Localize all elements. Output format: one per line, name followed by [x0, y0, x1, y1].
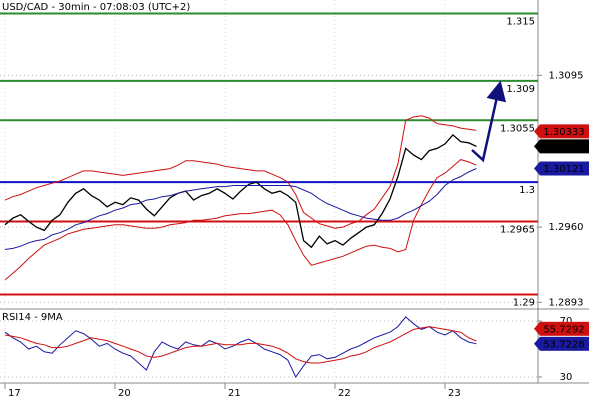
level-label: 1.315	[506, 16, 535, 27]
x-tick-label: 21	[228, 388, 241, 399]
y-tick-label: 1.2893	[549, 297, 584, 308]
level-label: 1.3055	[500, 123, 535, 134]
rsi-title: RSI14 - 9MA	[2, 312, 63, 323]
series-line	[4, 326, 477, 364]
value-tag	[540, 139, 589, 154]
value-tag-label: 55.7292	[543, 324, 584, 335]
value-tag	[540, 321, 589, 336]
y-tick-label: 1.2960	[549, 222, 584, 233]
tag-pointer	[534, 124, 540, 139]
series-line	[4, 133, 477, 249]
y-tick-label: 70	[560, 316, 573, 327]
tag-pointer	[534, 321, 540, 336]
tag-pointer	[534, 139, 540, 154]
series-line	[4, 115, 477, 229]
value-tag	[540, 161, 589, 176]
tag-pointer	[534, 336, 540, 351]
level-label: 1.3	[519, 185, 535, 196]
x-tick-label: 20	[118, 388, 131, 399]
value-tag-label: 1.30121	[543, 164, 584, 175]
x-tick-label: 22	[338, 388, 351, 399]
value-tag-label: 53.7228	[543, 339, 584, 350]
level-label: 1.309	[506, 84, 535, 95]
series-line	[4, 316, 477, 378]
x-tick-label: 17	[8, 388, 21, 399]
value-tag-label: 1.30318	[543, 142, 584, 153]
value-tag	[540, 336, 589, 351]
forecast-arrow	[471, 80, 507, 163]
tag-pointer	[534, 161, 540, 176]
y-tick-label: 30	[560, 372, 573, 383]
series-line	[4, 159, 477, 281]
x-tick-label: 23	[448, 388, 461, 399]
value-tag-label: 1.30333	[543, 127, 584, 138]
chart-title: USD/CAD - 30min - 07:08:03 (UTC+2)	[2, 2, 190, 13]
y-tick-label: 1.3095	[549, 70, 584, 81]
series-line	[4, 168, 477, 250]
level-label: 1.29	[513, 298, 535, 309]
value-tag	[540, 124, 589, 139]
level-label: 1.2965	[500, 224, 535, 235]
